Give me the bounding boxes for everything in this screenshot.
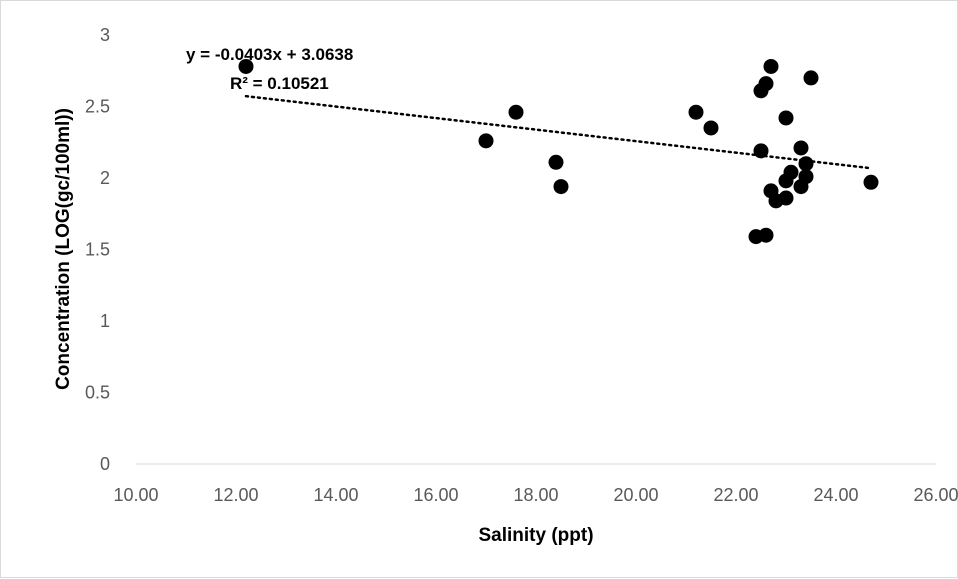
x-tick-label: 16.00 bbox=[413, 485, 458, 505]
y-tick-label: 0.5 bbox=[85, 383, 110, 403]
x-tick-label: 24.00 bbox=[813, 485, 858, 505]
y-tick-label: 0 bbox=[100, 454, 110, 474]
x-tick-label: 18.00 bbox=[513, 485, 558, 505]
data-point bbox=[763, 58, 779, 74]
y-axis-title: Concentration (LOG(gc/100ml)) bbox=[53, 108, 74, 390]
trendline bbox=[244, 94, 873, 170]
data-point bbox=[508, 104, 524, 120]
data-point bbox=[783, 164, 799, 180]
data-point bbox=[863, 174, 879, 190]
x-tick-label: 26.00 bbox=[913, 485, 958, 505]
data-point bbox=[703, 120, 719, 136]
data-point bbox=[238, 58, 254, 74]
data-point bbox=[778, 110, 794, 126]
x-tick-label: 12.00 bbox=[213, 485, 258, 505]
y-tick-label: 3 bbox=[100, 25, 110, 45]
x-tick-label: 14.00 bbox=[313, 485, 358, 505]
x-axis-title: Salinity (ppt) bbox=[478, 525, 593, 546]
data-point bbox=[793, 140, 809, 156]
data-point bbox=[758, 227, 774, 243]
data-point bbox=[548, 154, 564, 170]
x-tick-label: 22.00 bbox=[713, 485, 758, 505]
x-tick-label: 20.00 bbox=[613, 485, 658, 505]
y-tick-label: 1 bbox=[100, 311, 110, 331]
trendline-layer bbox=[244, 94, 873, 170]
data-point bbox=[753, 143, 769, 159]
x-axis-tick-labels: 10.00 12.00 14.00 16.00 18.00 20.00 22.00 24.00… bbox=[113, 485, 958, 505]
data-point bbox=[798, 169, 814, 185]
trendline-equation: y = -0.0403x + 3.0638 bbox=[186, 45, 353, 64]
data-point bbox=[798, 156, 814, 172]
y-tick-label: 2.5 bbox=[85, 97, 110, 117]
data-points bbox=[238, 58, 879, 245]
y-axis-tick-labels: 0 0.5 1 1.5 2 2.5 3 bbox=[85, 25, 110, 474]
data-point bbox=[478, 133, 494, 149]
y-tick-label: 2 bbox=[100, 168, 110, 188]
data-point bbox=[758, 76, 774, 92]
trendline-r-squared: R² = 0.10521 bbox=[230, 74, 329, 93]
x-tick-label: 10.00 bbox=[113, 485, 158, 505]
data-point bbox=[778, 190, 794, 206]
data-point bbox=[803, 70, 819, 86]
data-point bbox=[553, 179, 569, 195]
y-tick-label: 1.5 bbox=[85, 240, 110, 260]
data-point bbox=[688, 104, 704, 120]
